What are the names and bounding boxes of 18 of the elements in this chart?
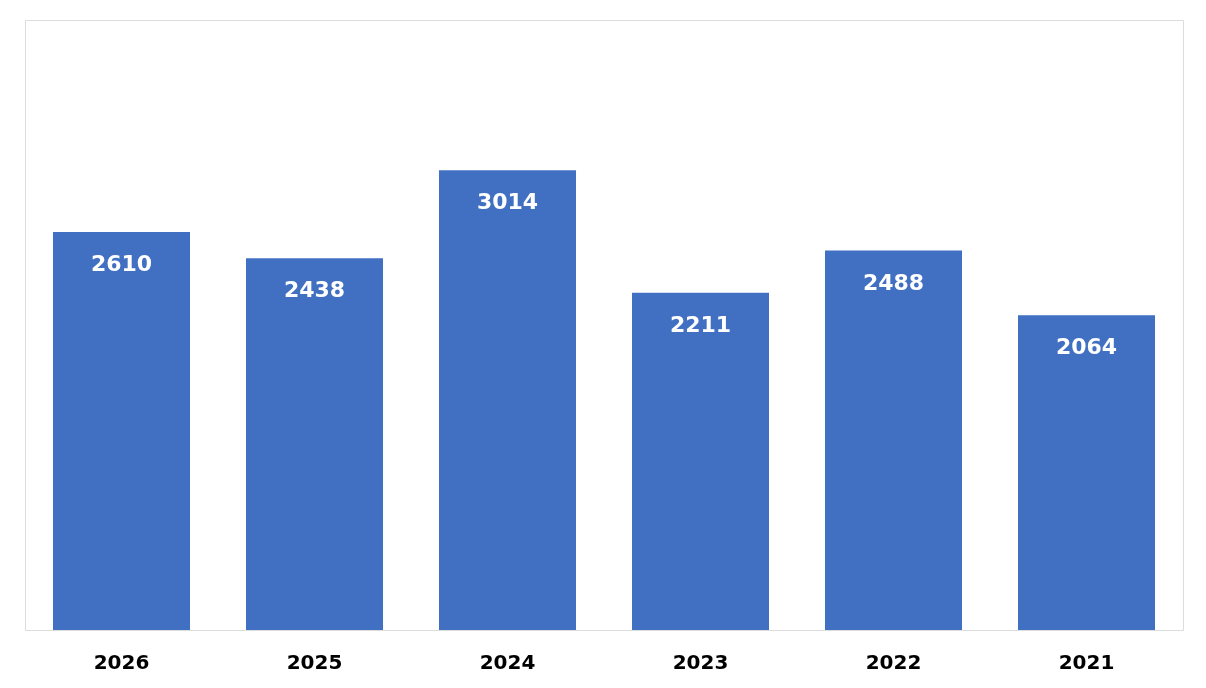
bar [631, 292, 770, 630]
bar [245, 258, 384, 630]
data-label: 3014 [476, 189, 539, 215]
data-label: 2488 [862, 269, 925, 295]
x-tick-label: 2025 [286, 649, 343, 674]
x-tick-label: 2023 [672, 649, 729, 674]
bar [438, 170, 577, 630]
data-label: 2211 [669, 311, 732, 337]
bar [52, 231, 191, 630]
x-tick-label: 2026 [93, 649, 150, 674]
data-label: 2610 [90, 250, 153, 276]
x-tick-label: 2021 [1058, 649, 1115, 674]
data-label: 2064 [1055, 334, 1118, 360]
x-tick-label: 2024 [479, 649, 536, 674]
data-label: 2438 [283, 277, 346, 303]
bar [1017, 315, 1156, 630]
bar [824, 250, 963, 630]
x-tick-label: 2022 [865, 649, 922, 674]
